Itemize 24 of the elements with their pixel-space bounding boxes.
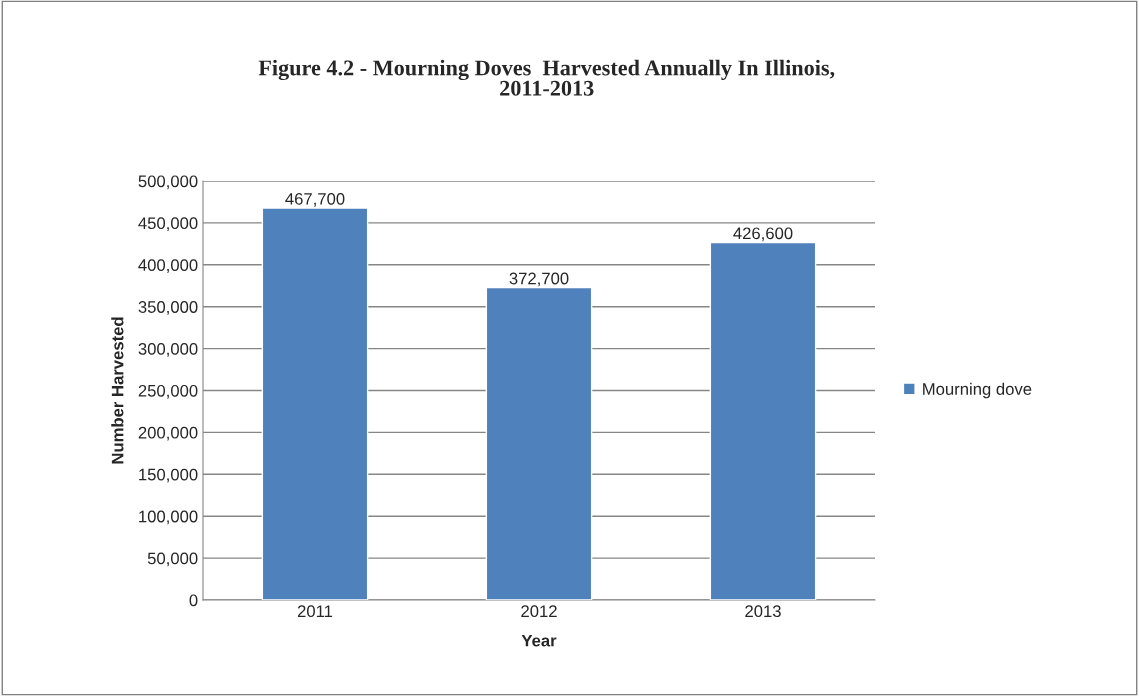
y-axis-title: Number Harvested bbox=[111, 317, 124, 464]
y-tick-label: 150,000 bbox=[139, 468, 198, 483]
legend-label: Mourning dove bbox=[923, 382, 1032, 399]
bar bbox=[709, 241, 817, 600]
x-axis-title: Year bbox=[521, 634, 557, 647]
y-tick-label: 300,000 bbox=[138, 343, 198, 357]
data-label: 426,600 bbox=[733, 227, 793, 242]
y-tick-label: 450,000 bbox=[138, 217, 198, 232]
y-tick-label: 0 bbox=[189, 594, 198, 607]
y-tick-label: 350,000 bbox=[138, 301, 198, 315]
bar bbox=[261, 207, 369, 600]
y-tick-label: 200,000 bbox=[138, 426, 198, 441]
y-tick-label: 500,000 bbox=[138, 175, 198, 190]
data-label: 467,700 bbox=[285, 192, 345, 207]
y-tick-label: 100,000 bbox=[139, 510, 198, 525]
data-label: 372,700 bbox=[509, 272, 569, 287]
x-tick-label: 2013 bbox=[745, 605, 781, 618]
y-tick-label: 400,000 bbox=[138, 259, 198, 273]
y-tick-label: 50,000 bbox=[147, 552, 198, 567]
x-tick-label: 2012 bbox=[521, 605, 557, 618]
y-tick-label: 250,000 bbox=[138, 384, 198, 399]
bar bbox=[485, 286, 593, 600]
x-tick-label: 2011 bbox=[297, 605, 333, 618]
chart-title: Figure 4.2 - Mourning Doves Harvested Annually In Illinois, 2011-2013 bbox=[258, 59, 835, 96]
